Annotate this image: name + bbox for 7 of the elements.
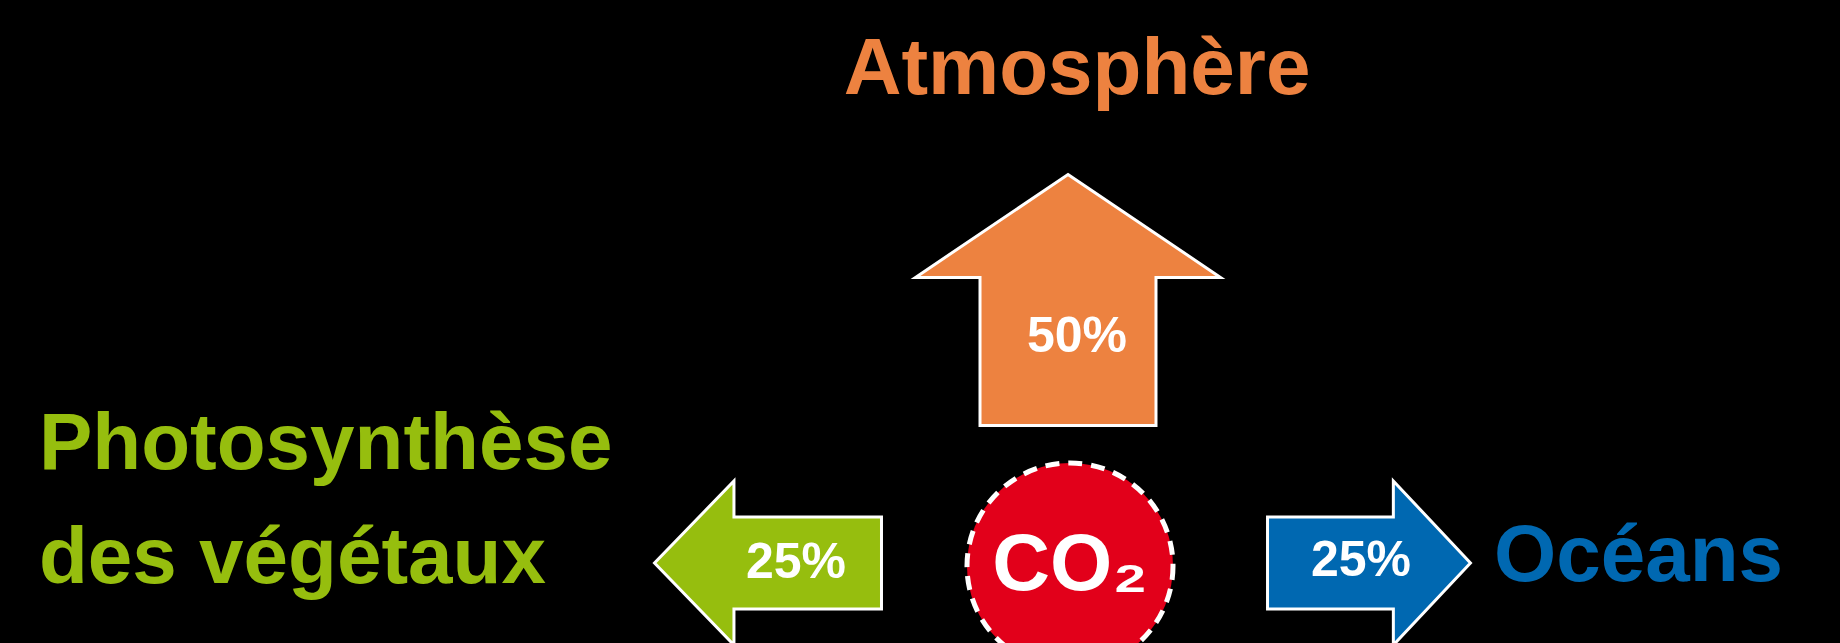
- category-label: Atmosphère: [843, 22, 1311, 111]
- data-label: 25%: [745, 533, 847, 589]
- category-label: Océans: [1494, 509, 1784, 598]
- text: CO₂: [992, 518, 1148, 607]
- category-label: Photosynthèse des végétaux: [39, 397, 613, 600]
- data-label: 50%: [1026, 307, 1128, 363]
- data-label: 25%: [1310, 531, 1412, 587]
